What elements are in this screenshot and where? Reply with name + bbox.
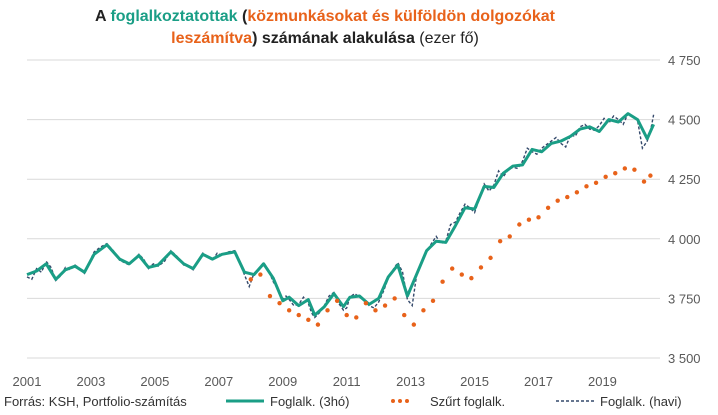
x-tick-label: 2019 [588, 374, 617, 389]
filtered-point [469, 275, 474, 281]
filtered-point [267, 293, 273, 299]
title-part-excluded: közmunkásokat és külföldön dolgozókat [247, 8, 555, 25]
filtered-point [440, 279, 445, 284]
filtered-point [641, 179, 647, 184]
filtered-point [382, 303, 388, 308]
filtered-point [478, 265, 484, 270]
filtered-point [517, 222, 522, 227]
filtered-point [258, 272, 263, 277]
x-tick-label: 2001 [13, 374, 42, 389]
title-part-number: ) számának alakulása [252, 30, 415, 47]
title-part-employed: foglalkoztatottak [110, 8, 238, 25]
filtered-point [648, 173, 653, 178]
source-note: Forrás: KSH, Portfolio-számítás [4, 394, 187, 409]
filtered-point [286, 308, 292, 313]
title-part-excluding: leszámítva [171, 30, 253, 47]
filtered-point [613, 171, 618, 176]
y-tick-label: 4 250 [668, 172, 701, 187]
y-tick-label: 4 750 [668, 53, 701, 68]
y-tick-label: 4 500 [668, 113, 701, 128]
filtered-point [325, 308, 330, 313]
title-part-paren: ( [237, 8, 248, 25]
filtered-point [344, 312, 349, 318]
filtered-point [402, 312, 407, 318]
filtered-point [545, 205, 551, 211]
filtered-point [449, 266, 455, 271]
filtered-point [296, 312, 301, 318]
filtered-point [488, 255, 493, 261]
filtered-point [334, 298, 340, 303]
filtered-point [584, 184, 589, 189]
filtered-point [277, 300, 282, 306]
y-tick-label: 4 000 [668, 232, 701, 247]
three-month-line [26, 112, 655, 317]
filtered-point [248, 277, 253, 282]
filtered-point [373, 308, 378, 313]
series-filtered [248, 166, 653, 327]
filtered-point [363, 300, 369, 306]
legend-swatch-dot [391, 399, 395, 403]
gridlines [27, 59, 660, 359]
y-tick-label: 3 500 [668, 351, 701, 366]
filtered-point [526, 217, 532, 222]
filtered-point [497, 238, 503, 244]
legend-label-filtered: Szűrt foglalk. [430, 394, 505, 409]
filtered-point [574, 190, 580, 195]
filtered-point [315, 322, 321, 327]
title-part-a: A [95, 8, 111, 25]
filtered-point [411, 322, 417, 327]
filtered-point [392, 296, 397, 301]
filtered-point [430, 298, 436, 303]
legend-label-monthly: Foglalk. (havi) [600, 394, 682, 409]
legend-swatch-dot [398, 399, 402, 403]
y-tick-label: 3 750 [668, 291, 701, 306]
title-part-unit: (ezer fő) [414, 30, 479, 47]
x-tick-label: 2011 [333, 374, 361, 389]
filtered-point [603, 174, 608, 180]
filtered-point [555, 198, 560, 203]
series-3month [26, 112, 655, 317]
x-tick-label: 2009 [268, 374, 297, 389]
filtered-point [593, 180, 599, 185]
chart-title: A foglalkoztatottak (közmunkásokat és kü… [0, 6, 650, 50]
filtered-point [632, 167, 637, 172]
x-tick-label: 2013 [396, 374, 425, 389]
filtered-point [306, 317, 311, 323]
filtered-point [536, 215, 541, 220]
legend: Forrás: KSH, Portfolio-számítás Foglalk.… [4, 394, 682, 409]
monthly-line [26, 112, 655, 319]
x-tick-label: 2015 [460, 374, 489, 389]
filtered-point [565, 194, 570, 200]
x-tick-label: 2017 [524, 374, 553, 389]
x-tick-label: 2005 [140, 374, 169, 389]
filtered-point [459, 272, 464, 277]
filtered-point [622, 166, 628, 171]
legend-label-3month: Foglalk. (3hó) [270, 394, 349, 409]
legend-swatch-dot [405, 399, 409, 403]
filtered-point [354, 315, 359, 320]
x-tick-label: 2003 [76, 374, 105, 389]
series-monthly [26, 112, 655, 319]
y-axis-ticks: 3 500 3 750 4 000 4 250 4 500 4 750 [668, 53, 701, 366]
filtered-point [507, 234, 512, 239]
x-tick-label: 2007 [204, 374, 233, 389]
filtered-point [421, 308, 426, 313]
x-axis-ticks: 2001 2003 2005 2007 2009 2011 2013 2015 2017 2019 [13, 374, 617, 389]
